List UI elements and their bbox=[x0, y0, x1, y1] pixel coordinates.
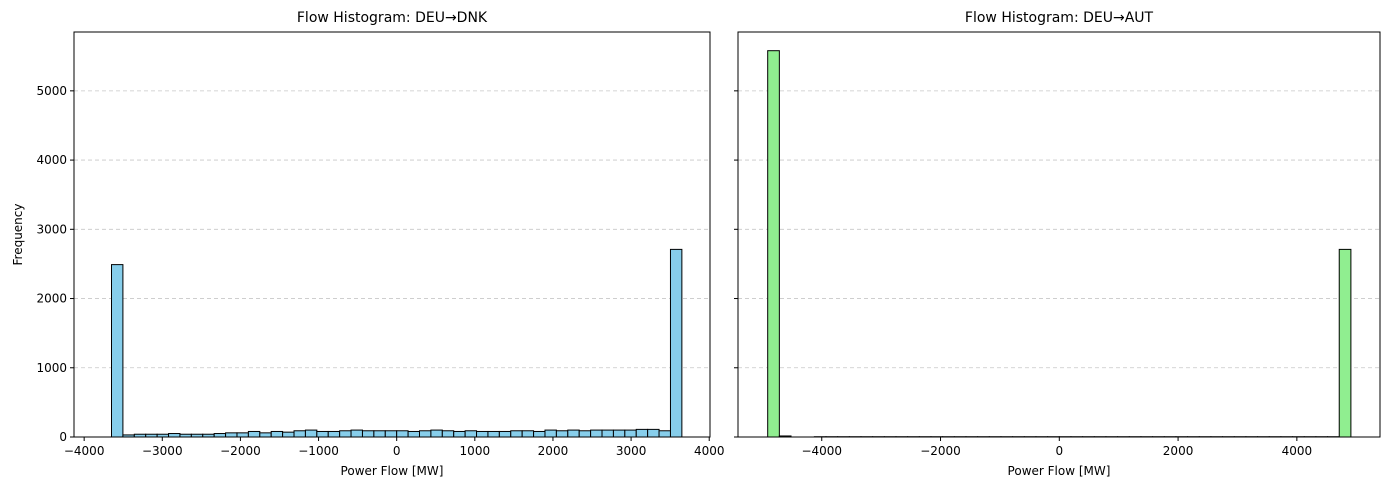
x-tick-label: 1000 bbox=[460, 444, 491, 458]
histogram-bar bbox=[396, 430, 409, 438]
chart-panel-2: −4000 −2000 0 2000 4000 Flow Histogram: DEU→A… bbox=[734, 10, 1381, 478]
histogram-bar bbox=[282, 431, 295, 438]
histogram-bar bbox=[225, 432, 238, 438]
histogram-bar bbox=[669, 248, 683, 438]
chart-panel-1: −4000 −3000 −2000 −1000 0 1000 2000 3000 4000 0 10… bbox=[11, 10, 724, 478]
x-tick-label: 2000 bbox=[538, 444, 569, 458]
plot-frame bbox=[73, 31, 711, 438]
histogram-bar bbox=[567, 429, 580, 438]
histogram-bar bbox=[441, 430, 455, 438]
histogram-bar bbox=[487, 430, 500, 438]
histogram-bar bbox=[373, 430, 386, 438]
histogram-bar bbox=[635, 428, 649, 438]
histogram-bar bbox=[533, 430, 546, 438]
x-tick-label: 3000 bbox=[616, 444, 647, 458]
histogram-bar bbox=[624, 429, 637, 438]
histogram-bar bbox=[384, 430, 398, 438]
histogram-bar bbox=[304, 429, 318, 438]
histogram-bar bbox=[578, 430, 592, 438]
histogram-bar bbox=[259, 432, 272, 438]
histogram-bar bbox=[498, 430, 512, 438]
histogram-bar bbox=[247, 430, 261, 438]
x-tick-label: −2000 bbox=[220, 444, 261, 458]
y-tick-label: 0 bbox=[59, 430, 67, 444]
histogram-bar bbox=[647, 428, 660, 438]
chart-title: Flow Histogram: DEU→AUT bbox=[965, 10, 1154, 26]
x-tick-label: 4000 bbox=[1282, 444, 1313, 458]
x-tick-label: −4000 bbox=[64, 444, 105, 458]
histogram-bar bbox=[407, 430, 421, 438]
y-axis-label: Frequency bbox=[11, 204, 25, 266]
histogram-bar bbox=[510, 430, 523, 438]
x-tick-label: 2000 bbox=[1163, 444, 1194, 458]
plot-frame bbox=[737, 31, 1381, 438]
histogram-bar bbox=[555, 430, 569, 438]
histogram-bar bbox=[236, 432, 249, 438]
x-axis-label: Power Flow [MW] bbox=[341, 464, 444, 478]
histogram-bar bbox=[658, 430, 671, 438]
histogram-bar bbox=[430, 429, 443, 438]
y-tick-label: 4000 bbox=[36, 153, 67, 167]
x-tick-label: −1000 bbox=[298, 444, 339, 458]
histogram-bar bbox=[350, 429, 363, 438]
histogram-bar bbox=[316, 430, 329, 438]
y-tick-label: 3000 bbox=[36, 222, 67, 236]
x-tick-label: 0 bbox=[393, 444, 401, 458]
x-tick-label: 0 bbox=[1055, 444, 1063, 458]
histogram-bar bbox=[361, 430, 375, 438]
x-tick-label: −2000 bbox=[920, 444, 961, 458]
histogram-bar bbox=[270, 430, 284, 438]
histogram-bar bbox=[521, 430, 535, 438]
histogram-bar bbox=[293, 430, 306, 438]
histogram-bar bbox=[111, 264, 124, 438]
histogram-bar bbox=[612, 429, 626, 438]
x-tick-label: −3000 bbox=[142, 444, 183, 458]
x-tick-label: 4000 bbox=[694, 444, 725, 458]
histogram-bar bbox=[1338, 248, 1352, 438]
histogram-bar bbox=[464, 430, 478, 438]
histogram-bar bbox=[453, 430, 466, 438]
histogram-bar bbox=[419, 430, 432, 438]
histogram-bar bbox=[767, 50, 780, 438]
histogram-bar bbox=[339, 430, 352, 438]
histogram-bar bbox=[590, 429, 603, 438]
histogram-bar bbox=[327, 430, 341, 438]
histogram-bar bbox=[168, 433, 181, 438]
histogram-bar bbox=[601, 429, 614, 438]
x-axis-label: Power Flow [MW] bbox=[1008, 464, 1111, 478]
x-tick-label: −4000 bbox=[801, 444, 842, 458]
chart-title: Flow Histogram: DEU→DNK bbox=[297, 10, 488, 26]
histogram-bar bbox=[213, 433, 227, 438]
y-tick-label: 5000 bbox=[36, 84, 67, 98]
histogram-bar bbox=[476, 430, 489, 438]
y-tick-label: 1000 bbox=[36, 361, 67, 375]
histogram-bar bbox=[544, 429, 557, 438]
y-tick-label: 2000 bbox=[36, 292, 67, 306]
